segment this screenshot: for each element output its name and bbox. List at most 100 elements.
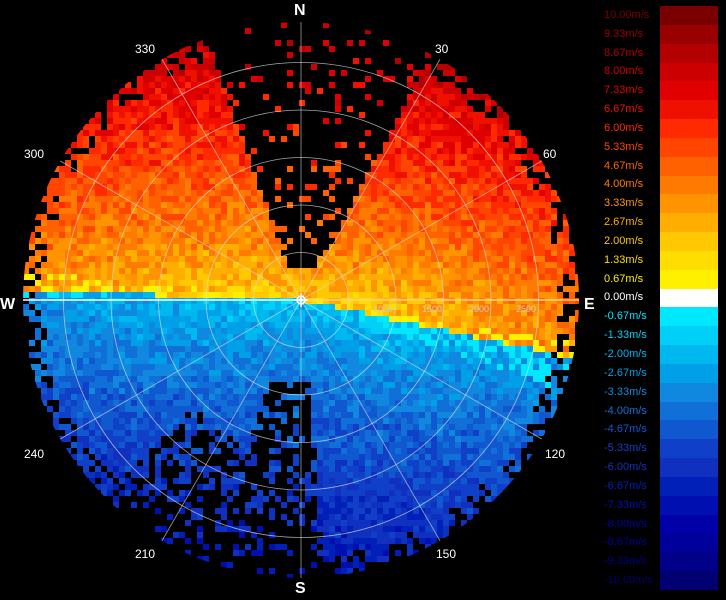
velocity-bin	[293, 268, 299, 274]
velocity-bin	[155, 478, 161, 484]
velocity-bin	[353, 376, 359, 382]
velocity-bin	[197, 388, 203, 394]
velocity-bin	[191, 94, 197, 100]
velocity-bin	[329, 364, 335, 370]
velocity-bin	[443, 70, 449, 76]
velocity-bin	[323, 496, 329, 502]
velocity-bin	[77, 388, 83, 394]
velocity-bin	[353, 262, 359, 268]
velocity-bin	[203, 118, 209, 124]
velocity-bin	[389, 442, 395, 448]
velocity-bin	[473, 478, 479, 484]
velocity-bin	[341, 310, 347, 316]
velocity-bin	[413, 454, 419, 460]
velocity-bin	[59, 202, 65, 208]
velocity-bin	[353, 370, 359, 376]
velocity-bin	[329, 442, 335, 448]
velocity-bin	[413, 424, 419, 430]
velocity-bin	[503, 238, 509, 244]
velocity-bin	[305, 316, 311, 322]
velocity-bin	[143, 184, 149, 190]
velocity-bin	[419, 262, 425, 268]
velocity-bin	[371, 298, 377, 304]
velocity-bin	[137, 76, 143, 82]
velocity-bin	[53, 328, 59, 334]
velocity-bin	[251, 352, 257, 358]
velocity-bin	[443, 280, 449, 286]
velocity-bin	[497, 130, 503, 136]
velocity-bin	[485, 466, 491, 472]
velocity-bin	[455, 202, 461, 208]
velocity-bin	[509, 244, 515, 250]
velocity-bin	[479, 172, 485, 178]
velocity-bin	[443, 334, 449, 340]
velocity-bin	[77, 262, 83, 268]
velocity-bin	[521, 400, 527, 406]
velocity-bin	[431, 298, 437, 304]
velocity-bin	[323, 214, 329, 220]
velocity-bin	[407, 406, 413, 412]
velocity-bin	[341, 244, 347, 250]
velocity-bin	[497, 334, 503, 340]
velocity-bin	[143, 292, 149, 298]
velocity-bin	[455, 148, 461, 154]
velocity-bin	[65, 202, 71, 208]
velocity-bin	[305, 232, 311, 238]
velocity-bin	[287, 478, 293, 484]
velocity-bin	[359, 502, 365, 508]
velocity-bin	[407, 478, 413, 484]
velocity-bin	[83, 358, 89, 364]
velocity-bin	[203, 226, 209, 232]
velocity-bin	[443, 94, 449, 100]
velocity-bin	[395, 466, 401, 472]
velocity-bin	[197, 112, 203, 118]
velocity-bin	[293, 340, 299, 346]
velocity-bin	[311, 376, 317, 382]
velocity-bin	[365, 382, 371, 388]
velocity-bin	[347, 346, 353, 352]
velocity-bin	[479, 220, 485, 226]
velocity-bin	[341, 460, 347, 466]
velocity-bin	[197, 484, 203, 490]
velocity-bin	[89, 124, 95, 130]
velocity-bin	[461, 496, 467, 502]
velocity-bin	[131, 430, 137, 436]
velocity-bin	[161, 484, 167, 490]
velocity-bin	[419, 160, 425, 166]
velocity-bin	[503, 436, 509, 442]
velocity-bin	[503, 346, 509, 352]
velocity-bin	[107, 100, 113, 106]
velocity-bin	[527, 352, 533, 358]
velocity-bin	[209, 178, 215, 184]
velocity-bin	[185, 436, 191, 442]
velocity-bin	[389, 466, 395, 472]
velocity-bin	[413, 178, 419, 184]
velocity-bin	[497, 394, 503, 400]
velocity-bin	[95, 154, 101, 160]
velocity-bin	[557, 280, 563, 286]
velocity-bin	[389, 352, 395, 358]
velocity-bin	[449, 118, 455, 124]
velocity-bin	[233, 226, 239, 232]
velocity-bin	[155, 232, 161, 238]
velocity-bin	[209, 430, 215, 436]
velocity-bin	[371, 316, 377, 322]
velocity-bin	[545, 250, 551, 256]
velocity-bin	[245, 172, 251, 178]
velocity-bin	[203, 400, 209, 406]
velocity-bin	[479, 304, 485, 310]
velocity-bin	[71, 172, 77, 178]
velocity-bin	[77, 292, 83, 298]
velocity-bin	[389, 430, 395, 436]
velocity-bin	[395, 484, 401, 490]
velocity-bin	[197, 220, 203, 226]
velocity-bin	[503, 208, 509, 214]
velocity-bin	[443, 436, 449, 442]
velocity-bin	[167, 250, 173, 256]
velocity-bin	[281, 358, 287, 364]
velocity-bin	[137, 214, 143, 220]
velocity-bin	[347, 280, 353, 286]
velocity-bin	[281, 136, 287, 142]
velocity-bin	[149, 334, 155, 340]
velocity-bin	[467, 460, 473, 466]
